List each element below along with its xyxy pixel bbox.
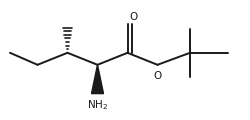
Text: O: O	[154, 71, 162, 81]
Polygon shape	[92, 65, 104, 94]
Text: NH$_2$: NH$_2$	[87, 98, 108, 112]
Text: O: O	[130, 12, 138, 22]
